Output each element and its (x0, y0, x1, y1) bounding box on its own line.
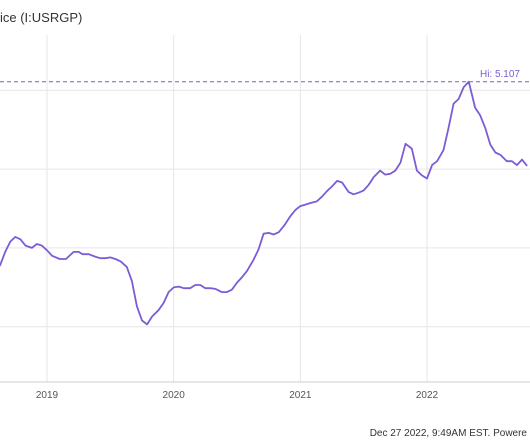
high-label: Hi: 5.107 (480, 69, 520, 80)
x-tick-label: 2022 (416, 390, 439, 401)
chart-footer-timestamp: Dec 27 2022, 9:49AM EST. Powere (370, 428, 528, 439)
series-line (0, 80, 528, 326)
x-axis-tick-labels: 2019 2020 2021 2022 (36, 390, 439, 401)
chart-title: ice (I:USRGP) (0, 10, 82, 25)
high-annotation: Hi: 5.107 (0, 69, 530, 83)
x-tick-label: 2021 (289, 390, 312, 401)
x-tick-label: 2019 (36, 390, 59, 401)
gridlines (0, 35, 530, 383)
series-layer (0, 80, 528, 326)
x-tick-label: 2020 (163, 390, 186, 401)
